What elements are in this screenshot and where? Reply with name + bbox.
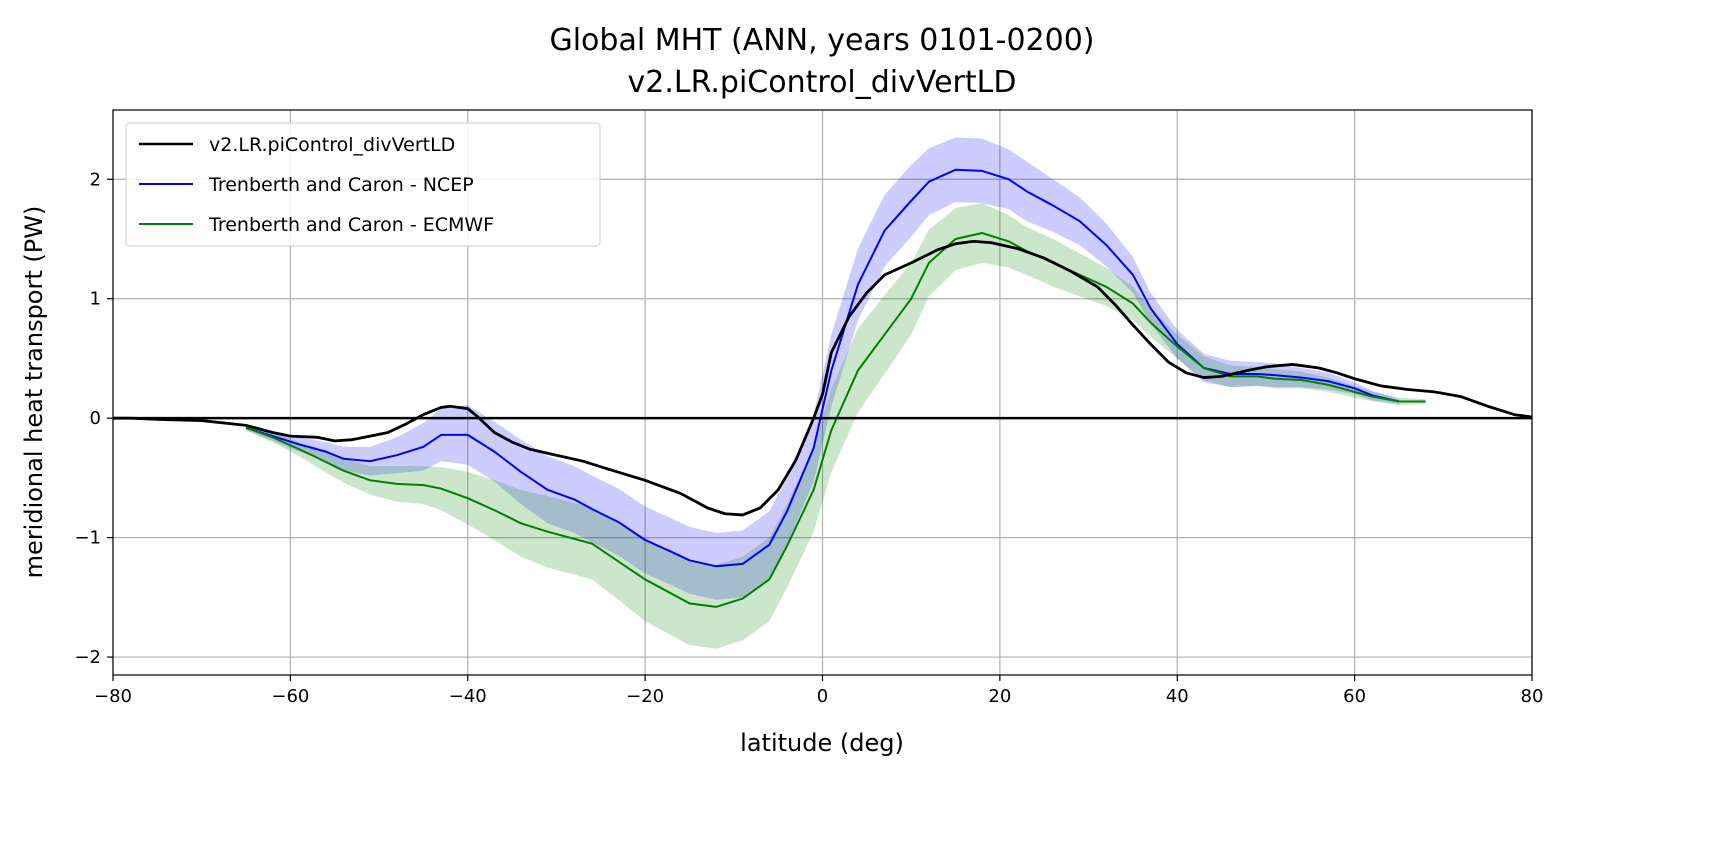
x-tick-label: −40 [449, 686, 487, 707]
y-tick-label: −2 [74, 647, 101, 668]
y-tick-label: 1 [90, 289, 101, 310]
x-tick-label: −20 [626, 686, 664, 707]
y-tick-label: 2 [90, 169, 101, 190]
y-axis-label: meridional heat transport (PW) [20, 206, 48, 579]
x-tick-label: 0 [817, 686, 828, 707]
series-lines [113, 168, 1533, 608]
chart-subtitle: v2.LR.piControl_divVertLD [628, 65, 1017, 100]
legend-label-ncep: Trenberth and Caron - NCEP [208, 174, 474, 196]
legend: v2.LR.piControl_divVertLD Trenberth and … [125, 122, 601, 247]
uncertainty-band-1 [246, 137, 1399, 600]
x-tick-label: −60 [271, 686, 309, 707]
x-tick-label: 40 [1166, 686, 1189, 707]
chart-title: Global MHT (ANN, years 0101-0200) [549, 23, 1094, 58]
x-tick-label: 60 [1343, 686, 1366, 707]
legend-label-model: v2.LR.piControl_divVertLD [209, 134, 455, 156]
series-line-2 [245, 232, 1426, 608]
series-line-0 [113, 239, 1533, 517]
y-tick-label: 0 [90, 408, 101, 429]
x-tick-label: 80 [1521, 686, 1544, 707]
x-axis-label: latitude (deg) [740, 729, 904, 757]
uncertainty-bands [246, 137, 1426, 649]
uncertainty-band-2 [246, 203, 1426, 649]
y-tick-label: −1 [74, 528, 101, 549]
legend-box [125, 122, 601, 247]
legend-label-ecmwf: Trenberth and Caron - ECMWF [208, 214, 494, 236]
x-tick-label: 20 [988, 686, 1011, 707]
axis-ticks: −80 −60 −40 −20 0 20 40 60 80 −2 −1 0 1 2 [74, 169, 1543, 707]
x-tick-label: −80 [94, 686, 132, 707]
